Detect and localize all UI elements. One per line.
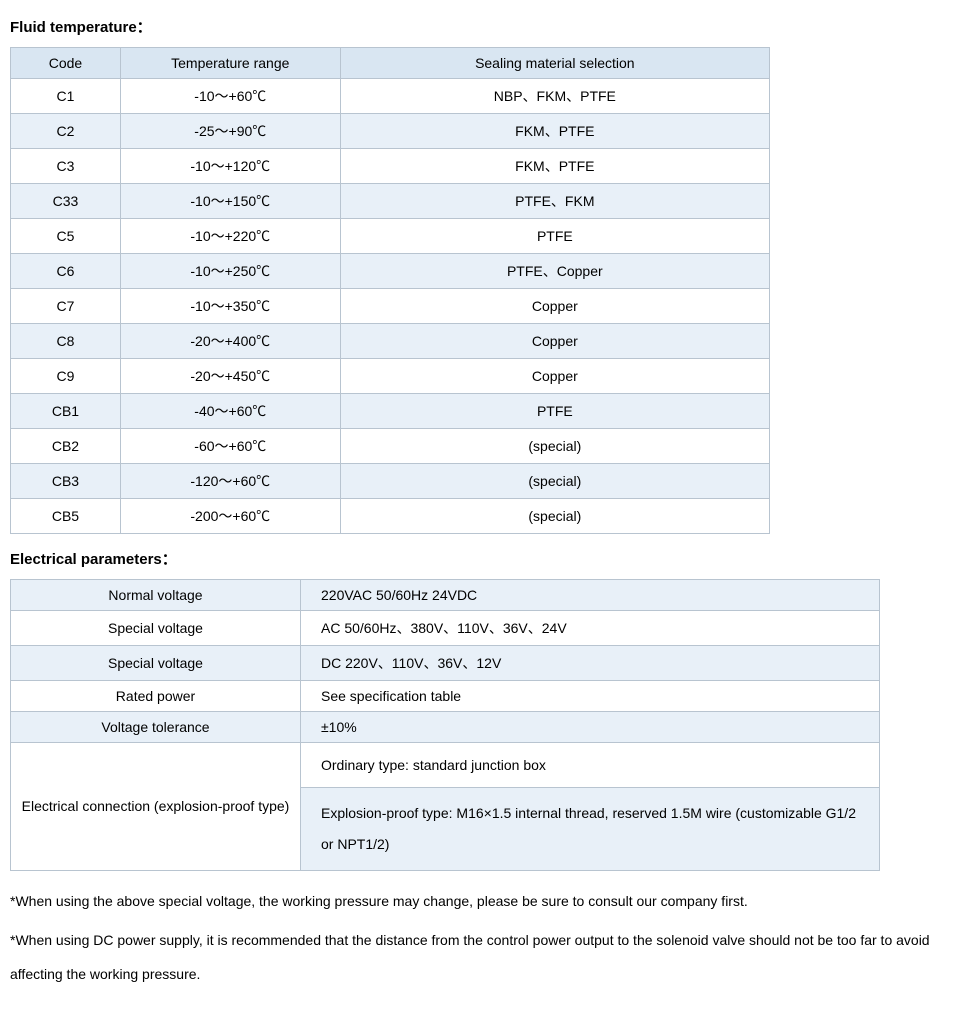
- col-seal: Sealing material selection: [340, 48, 769, 79]
- cell-seal: Copper: [340, 324, 769, 359]
- footnote: *When using DC power supply, it is recom…: [10, 924, 945, 991]
- cell-seal: Copper: [340, 289, 769, 324]
- table-row: C5 -10～+220℃ PTFE: [11, 219, 770, 254]
- cell-range: -10～+150℃: [120, 184, 340, 219]
- table-row: Normal voltage 220VAC 50/60Hz 24VDC: [11, 580, 880, 611]
- table-row: C9 -20～+450℃ Copper: [11, 359, 770, 394]
- fluid-temperature-title: Fluid temperature：: [10, 16, 945, 37]
- col-range: Temperature range: [120, 48, 340, 79]
- cell-range: -10～+220℃: [120, 219, 340, 254]
- param-label: Special voltage: [11, 611, 301, 646]
- cell-range: -120～+60℃: [120, 464, 340, 499]
- footnote: *When using the above special voltage, t…: [10, 885, 945, 919]
- table-row: C1 -10～+60℃ NBP、FKM、PTFE: [11, 79, 770, 114]
- cell-range: -20～+400℃: [120, 324, 340, 359]
- cell-code: CB3: [11, 464, 121, 499]
- param-label: Rated power: [11, 681, 301, 712]
- cell-seal: PTFE、FKM: [340, 184, 769, 219]
- electrical-parameters-table: Normal voltage 220VAC 50/60Hz 24VDC Spec…: [10, 579, 880, 871]
- cell-seal: NBP、FKM、PTFE: [340, 79, 769, 114]
- cell-code: C6: [11, 254, 121, 289]
- cell-range: -10～+120℃: [120, 149, 340, 184]
- cell-seal: Copper: [340, 359, 769, 394]
- cell-seal: FKM、PTFE: [340, 149, 769, 184]
- param-value: 220VAC 50/60Hz 24VDC: [301, 580, 880, 611]
- cell-range: -10～+60℃: [120, 79, 340, 114]
- param-label: Normal voltage: [11, 580, 301, 611]
- cell-seal: FKM、PTFE: [340, 114, 769, 149]
- table-row: C33 -10～+150℃ PTFE、FKM: [11, 184, 770, 219]
- cell-seal: PTFE、Copper: [340, 254, 769, 289]
- param-label: Voltage tolerance: [11, 712, 301, 743]
- table-row: C3 -10～+120℃ FKM、PTFE: [11, 149, 770, 184]
- cell-code: C3: [11, 149, 121, 184]
- table-row: Special voltage DC 220V、110V、36V、12V: [11, 646, 880, 681]
- table-row: Voltage tolerance ±10%: [11, 712, 880, 743]
- cell-seal: PTFE: [340, 394, 769, 429]
- cell-code: CB5: [11, 499, 121, 534]
- cell-code: CB1: [11, 394, 121, 429]
- param-value: Explosion-proof type: M16×1.5 internal t…: [301, 788, 880, 871]
- cell-range: -60～+60℃: [120, 429, 340, 464]
- table-row: CB2 -60～+60℃ (special): [11, 429, 770, 464]
- table-row: Special voltage AC 50/60Hz、380V、110V、36V…: [11, 611, 880, 646]
- table-row: C2 -25～+90℃ FKM、PTFE: [11, 114, 770, 149]
- param-value: ±10%: [301, 712, 880, 743]
- table-row: CB3 -120～+60℃ (special): [11, 464, 770, 499]
- table-header-row: Code Temperature range Sealing material …: [11, 48, 770, 79]
- electrical-parameters-title: Electrical parameters：: [10, 548, 945, 569]
- param-label: Special voltage: [11, 646, 301, 681]
- cell-code: C7: [11, 289, 121, 324]
- cell-range: -40～+60℃: [120, 394, 340, 429]
- table-row: CB5 -200～+60℃ (special): [11, 499, 770, 534]
- cell-seal: (special): [340, 429, 769, 464]
- cell-code: C5: [11, 219, 121, 254]
- cell-code: CB2: [11, 429, 121, 464]
- cell-code: C8: [11, 324, 121, 359]
- fluid-temperature-table: Code Temperature range Sealing material …: [10, 47, 770, 534]
- cell-seal: (special): [340, 499, 769, 534]
- table-row: CB1 -40～+60℃ PTFE: [11, 394, 770, 429]
- table-row: C6 -10～+250℃ PTFE、Copper: [11, 254, 770, 289]
- param-value: See specification table: [301, 681, 880, 712]
- cell-range: -200～+60℃: [120, 499, 340, 534]
- table-row: Rated power See specification table: [11, 681, 880, 712]
- table-row: C8 -20～+400℃ Copper: [11, 324, 770, 359]
- table-row: Electrical connection (explosion-proof t…: [11, 743, 880, 788]
- cell-range: -10～+250℃: [120, 254, 340, 289]
- param-value: DC 220V、110V、36V、12V: [301, 646, 880, 681]
- col-code: Code: [11, 48, 121, 79]
- param-value: AC 50/60Hz、380V、110V、36V、24V: [301, 611, 880, 646]
- cell-code: C2: [11, 114, 121, 149]
- cell-code: C1: [11, 79, 121, 114]
- cell-seal: PTFE: [340, 219, 769, 254]
- cell-seal: (special): [340, 464, 769, 499]
- cell-code: C33: [11, 184, 121, 219]
- param-label: Electrical connection (explosion-proof t…: [11, 743, 301, 871]
- cell-range: -10～+350℃: [120, 289, 340, 324]
- cell-range: -20～+450℃: [120, 359, 340, 394]
- cell-range: -25～+90℃: [120, 114, 340, 149]
- cell-code: C9: [11, 359, 121, 394]
- table-row: C7 -10～+350℃ Copper: [11, 289, 770, 324]
- param-value: Ordinary type: standard junction box: [301, 743, 880, 788]
